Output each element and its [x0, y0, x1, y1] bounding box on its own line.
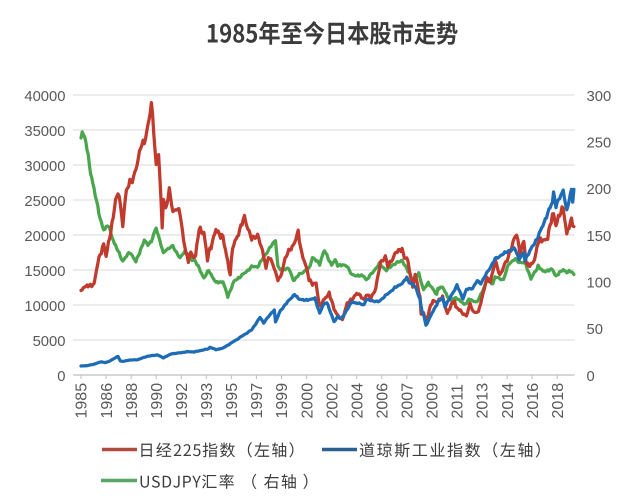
svg-text:2018: 2018 — [550, 383, 567, 419]
svg-text:200: 200 — [587, 182, 612, 198]
svg-text:1997: 1997 — [249, 383, 266, 419]
svg-text:1992: 1992 — [174, 383, 191, 419]
svg-text:2004: 2004 — [349, 383, 366, 419]
svg-text:2011: 2011 — [450, 384, 467, 419]
svg-text:10000: 10000 — [24, 299, 65, 315]
svg-text:15000: 15000 — [24, 264, 65, 280]
svg-text:40000: 40000 — [24, 89, 65, 105]
svg-text:2009: 2009 — [425, 383, 442, 419]
svg-text:50: 50 — [587, 322, 603, 338]
svg-text:300: 300 — [587, 89, 612, 105]
svg-text:1986: 1986 — [99, 383, 116, 419]
svg-text:35000: 35000 — [24, 124, 65, 140]
svg-text:1990: 1990 — [149, 383, 166, 419]
svg-text:2002: 2002 — [324, 383, 341, 419]
svg-text:2013: 2013 — [475, 383, 492, 419]
svg-text:2006: 2006 — [375, 383, 392, 419]
svg-text:1988: 1988 — [124, 383, 141, 419]
svg-text:1999: 1999 — [274, 383, 291, 419]
svg-text:2007: 2007 — [400, 383, 417, 419]
svg-text:0: 0 — [57, 369, 65, 385]
svg-text:1995: 1995 — [224, 383, 241, 419]
svg-text:2014: 2014 — [500, 383, 517, 419]
svg-text:1993: 1993 — [199, 383, 216, 419]
svg-text:20000: 20000 — [24, 229, 65, 245]
svg-text:2000: 2000 — [299, 383, 316, 419]
svg-text:0: 0 — [587, 369, 595, 385]
svg-text:25000: 25000 — [24, 194, 65, 210]
svg-text:1985: 1985 — [74, 383, 91, 419]
svg-text:100: 100 — [587, 276, 612, 292]
svg-text:150: 150 — [587, 229, 612, 245]
svg-text:30000: 30000 — [24, 159, 65, 175]
svg-text:250: 250 — [587, 136, 612, 152]
svg-text:2016: 2016 — [525, 383, 542, 419]
svg-text:5000: 5000 — [33, 334, 66, 350]
